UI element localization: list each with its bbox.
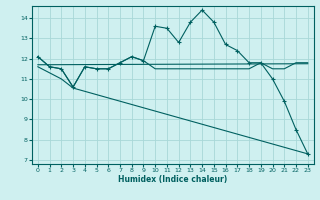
X-axis label: Humidex (Indice chaleur): Humidex (Indice chaleur) xyxy=(118,175,228,184)
